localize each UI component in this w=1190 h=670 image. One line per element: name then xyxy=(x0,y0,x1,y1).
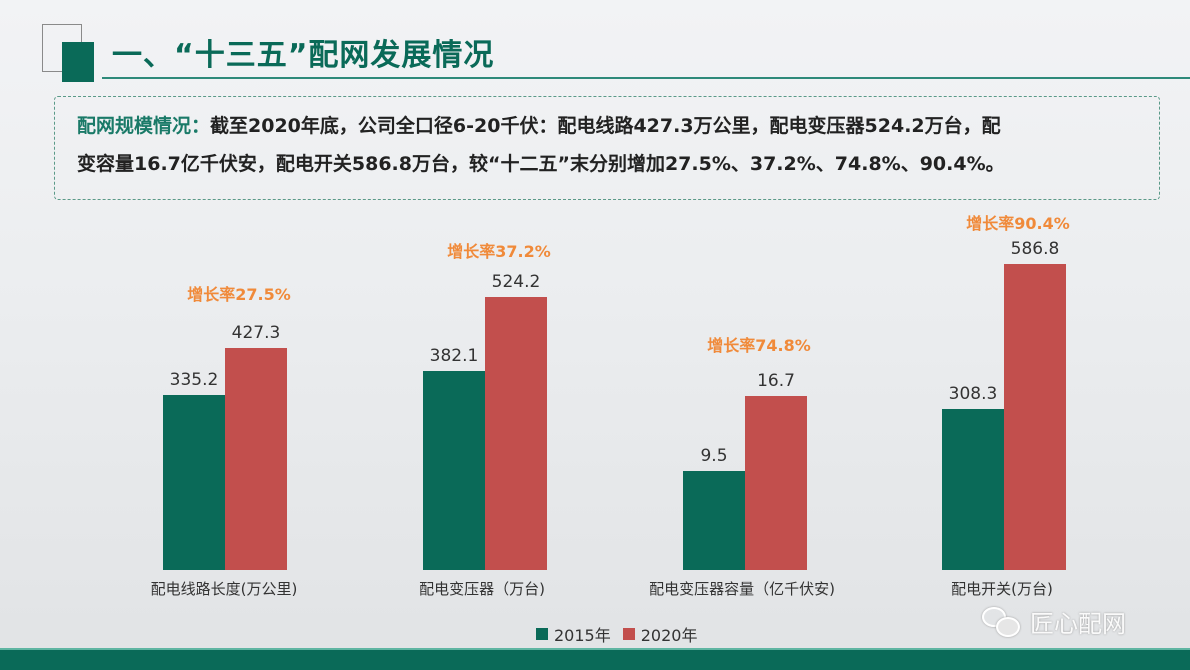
legend-swatch-2015 xyxy=(536,628,548,640)
legend-label-2015: 2015年 xyxy=(554,626,611,645)
bar-2020 xyxy=(225,348,287,570)
slide-title: 一、“十三五”配网发展情况 xyxy=(112,38,495,73)
bar-2020 xyxy=(1004,264,1066,570)
value-label-2015: 335.2 xyxy=(169,370,219,390)
category-label: 配电线路长度(万公里) xyxy=(150,580,298,598)
bar-2020 xyxy=(485,297,547,570)
chart-group-lines: 335.2 427.3 增长率27.5% xyxy=(163,250,303,570)
bar-2015 xyxy=(683,471,745,570)
legend-label-2020: 2020年 xyxy=(640,626,698,645)
value-label-2020: 586.8 xyxy=(1010,239,1060,259)
value-label-2020: 427.3 xyxy=(231,323,281,343)
category-label: 配电变压器容量（亿千伏安) xyxy=(649,580,835,598)
category-label: 配电变压器（万台) xyxy=(419,580,545,598)
chart-group-capacity: 9.5 16.7 增长率74.8% xyxy=(683,250,823,570)
title-decoration-square xyxy=(62,42,94,82)
wechat-icon xyxy=(982,606,1022,637)
bar-2015 xyxy=(942,409,1004,570)
chart-group-switches: 308.3 586.8 增长率90.4% xyxy=(942,214,1082,570)
summary-line2: 变容量16.7亿千伏安，配电开关586.8万台，较“十二五”末分别增加27.5%… xyxy=(77,153,1005,175)
chart-group-transformers: 382.1 524.2 增长率37.2% xyxy=(423,242,563,570)
value-label-2020: 16.7 xyxy=(757,371,795,391)
summary-line1: 截至2020年底，公司全口径6-20千伏：配电线路427.3万公里，配电变压器5… xyxy=(210,115,1001,137)
watermark-text: 匠心配网 xyxy=(1030,610,1126,638)
growth-annotation: 增长率27.5% xyxy=(187,285,291,304)
category-label: 配电开关(万台) xyxy=(951,580,1053,598)
bar-2015 xyxy=(423,371,485,570)
summary-box: 配网规模情况：截至2020年底，公司全口径6-20千伏：配电线路427.3万公里… xyxy=(54,96,1160,200)
growth-annotation: 增长率37.2% xyxy=(447,242,551,261)
summary-lead: 配网规模情况： xyxy=(77,115,211,137)
watermark: 匠心配网 xyxy=(982,604,1126,639)
value-label-2015: 308.3 xyxy=(948,384,998,404)
bar-2015 xyxy=(163,395,225,570)
bar-chart: 335.2 427.3 增长率27.5% 382.1 524.2 增长率37.2… xyxy=(100,214,1130,570)
title-underline xyxy=(102,77,1190,79)
growth-annotation: 增长率74.8% xyxy=(707,336,811,355)
chart-legend: 2015年 2020年 xyxy=(536,622,697,646)
footer-bar xyxy=(0,648,1190,670)
bar-2020 xyxy=(745,396,807,570)
growth-annotation: 增长率90.4% xyxy=(966,214,1070,233)
legend-swatch-2020 xyxy=(622,628,635,640)
value-label-2015: 9.5 xyxy=(700,446,728,466)
value-label-2020: 524.2 xyxy=(491,272,541,292)
value-label-2015: 382.1 xyxy=(429,346,479,366)
